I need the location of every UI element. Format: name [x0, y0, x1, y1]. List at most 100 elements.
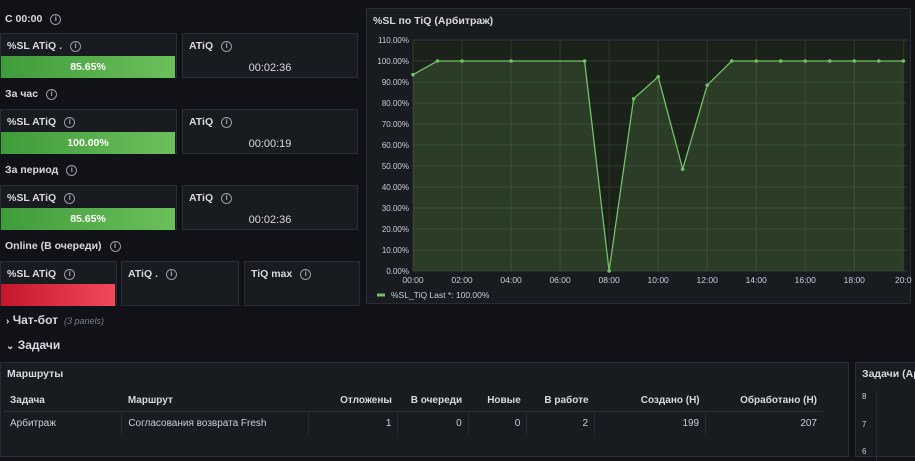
series-area	[413, 61, 904, 271]
panel-title: ATiQ i	[189, 40, 233, 52]
data-point	[435, 59, 440, 63]
info-icon[interactable]: i	[50, 14, 62, 25]
y-tick-label: 0.00%	[386, 267, 409, 276]
row-title: Задачи	[17, 338, 61, 352]
y-tick-label: 100.00%	[377, 57, 409, 66]
y-tick-label: 70.00%	[382, 120, 409, 129]
x-tick-label: 20:0	[895, 275, 912, 285]
data-point	[460, 59, 464, 63]
y-tick-label: 80.00%	[382, 99, 409, 108]
row-chatbot[interactable]: › Чат-бот (3 panels)	[6, 313, 104, 327]
chevron-down-icon: ⌄	[6, 341, 15, 352]
column-header[interactable]: Задача	[4, 389, 122, 412]
cell-in-queue: 0	[397, 411, 469, 434]
panel-routes[interactable]: Маршруты Задача Маршрут Отложены В очере…	[0, 362, 849, 457]
panel-title: Маршруты	[7, 368, 64, 380]
y-tick-label: 60.00%	[382, 141, 409, 150]
y-tick-label: 50.00%	[382, 162, 409, 171]
x-tick-label: 04:00	[500, 275, 522, 285]
series-line	[412, 60, 904, 272]
data-point	[509, 59, 513, 63]
data-point	[656, 74, 660, 79]
cell-new: 0	[468, 411, 528, 434]
section-label-hour: За час i	[5, 88, 58, 100]
table-header-row: Задача Маршрут Отложены В очереди Новые …	[4, 389, 823, 412]
row-tasks[interactable]: ⌄ Задачи	[6, 338, 60, 352]
atiq-value: 00:02:36	[248, 62, 292, 74]
panel-sl-atiq-hour[interactable]: %SL ATiQ i 100.00%	[0, 109, 177, 154]
cell-deferred: 1	[308, 411, 399, 434]
info-icon[interactable]: i	[70, 41, 82, 52]
y-tick-label: 10.00%	[382, 246, 409, 255]
info-icon[interactable]: i	[64, 117, 76, 128]
column-header[interactable]: Маршрут	[121, 389, 309, 412]
y-axis-line	[876, 391, 877, 461]
section-label-period: За период i	[5, 164, 78, 176]
column-header[interactable]: В работе	[526, 389, 595, 412]
panel-title: ATiQ .i	[128, 268, 177, 280]
plot-area	[413, 40, 907, 271]
panel-sl-atiq-c0000[interactable]: %SL ATiQ .i 85.65%	[0, 33, 177, 78]
info-icon[interactable]: i	[64, 193, 76, 204]
row-panel-count: (3 panels)	[64, 316, 105, 326]
panel-title: TiQ max i	[251, 268, 312, 280]
y-tick-label: 20.00%	[382, 225, 409, 234]
data-point	[754, 59, 759, 63]
y-tick-label: 40.00%	[382, 183, 409, 192]
panel-title: ATiQ i	[189, 192, 233, 204]
column-header[interactable]: В очереди	[397, 389, 469, 412]
info-icon[interactable]: i	[66, 165, 78, 176]
cell-in-work: 2	[526, 411, 596, 434]
y-tick-label: 90.00%	[382, 78, 409, 87]
panel-tasks-chart[interactable]: Задачи (Ар 8 7 6	[855, 362, 915, 461]
data-point	[852, 59, 857, 63]
x-tick-label: 14:00	[746, 275, 768, 285]
panel-title: ATiQ i	[189, 116, 233, 128]
info-icon[interactable]: i	[300, 269, 312, 280]
info-icon[interactable]: i	[221, 117, 233, 128]
panel-title: %SL ATiQ i	[7, 192, 76, 204]
column-header[interactable]: Создано (Н)	[594, 389, 706, 412]
x-tick-label: 12:00	[697, 275, 719, 285]
info-icon[interactable]: i	[221, 41, 233, 52]
sl-bar-gauge	[1, 284, 115, 306]
x-tick-label: 18:00	[844, 275, 866, 285]
data-point	[705, 83, 709, 87]
panel-sl-atiq-online[interactable]: %SL ATiQ i	[0, 261, 117, 306]
data-point	[901, 59, 906, 63]
x-tick-label: 00:00	[402, 275, 424, 285]
column-header[interactable]: Новые	[468, 389, 527, 412]
y-tick-label: 6	[862, 447, 867, 456]
y-tick-label: 7	[862, 420, 867, 429]
section-label-c0000: С 00:00 i	[5, 13, 62, 25]
panel-title: %SL ATiQ i	[7, 116, 76, 128]
panel-atiq-hour[interactable]: ATiQ i 00:00:19	[182, 109, 358, 154]
info-icon[interactable]: i	[64, 269, 76, 280]
data-point	[631, 97, 636, 101]
panel-title: Задачи (Ар	[862, 368, 915, 380]
chart-title: %SL по TiQ (Арбитраж)	[373, 15, 494, 27]
table-row[interactable]: Арбитраж Согласования возврата Fresh 1 0…	[4, 411, 823, 434]
panel-sl-atiq-period[interactable]: %SL ATiQ i 85.65%	[0, 185, 177, 230]
panel-atiq-period[interactable]: ATiQ i 00:02:36	[182, 185, 358, 230]
info-icon[interactable]: i	[46, 89, 58, 100]
section-label-online: Online (В очереди) i	[5, 240, 121, 252]
panel-tiq-max-online[interactable]: TiQ max i	[244, 261, 360, 306]
data-point	[877, 59, 881, 63]
row-title: Чат-бот	[12, 313, 58, 327]
line-chart: 0.00% 10.00% 20.00% 30.00% 40.00% 50.00% 60.00…	[377, 36, 912, 300]
x-tick-label: 06:00	[549, 275, 571, 285]
column-header[interactable]: Обработано (Н)	[705, 389, 823, 412]
column-header[interactable]: Отложены	[308, 389, 398, 412]
panel-sl-tiq-chart[interactable]: %SL по TiQ (Арбитраж) 0.00% 10.00% 20.00% 3…	[366, 8, 912, 304]
cell-route: Согласования возврата Fresh	[121, 411, 310, 434]
sl-bar-gauge: 85.65%	[1, 208, 175, 230]
panel-atiq-c0000[interactable]: ATiQ i 00:02:36	[182, 33, 358, 78]
x-tick-label: 10:00	[648, 275, 670, 285]
chevron-right-icon: ›	[6, 316, 10, 327]
atiq-value: 00:00:19	[248, 138, 292, 150]
info-icon[interactable]: i	[221, 193, 233, 204]
info-icon[interactable]: i	[109, 241, 121, 252]
info-icon[interactable]: i	[165, 269, 177, 280]
panel-atiq-online[interactable]: ATiQ .i	[121, 261, 239, 306]
